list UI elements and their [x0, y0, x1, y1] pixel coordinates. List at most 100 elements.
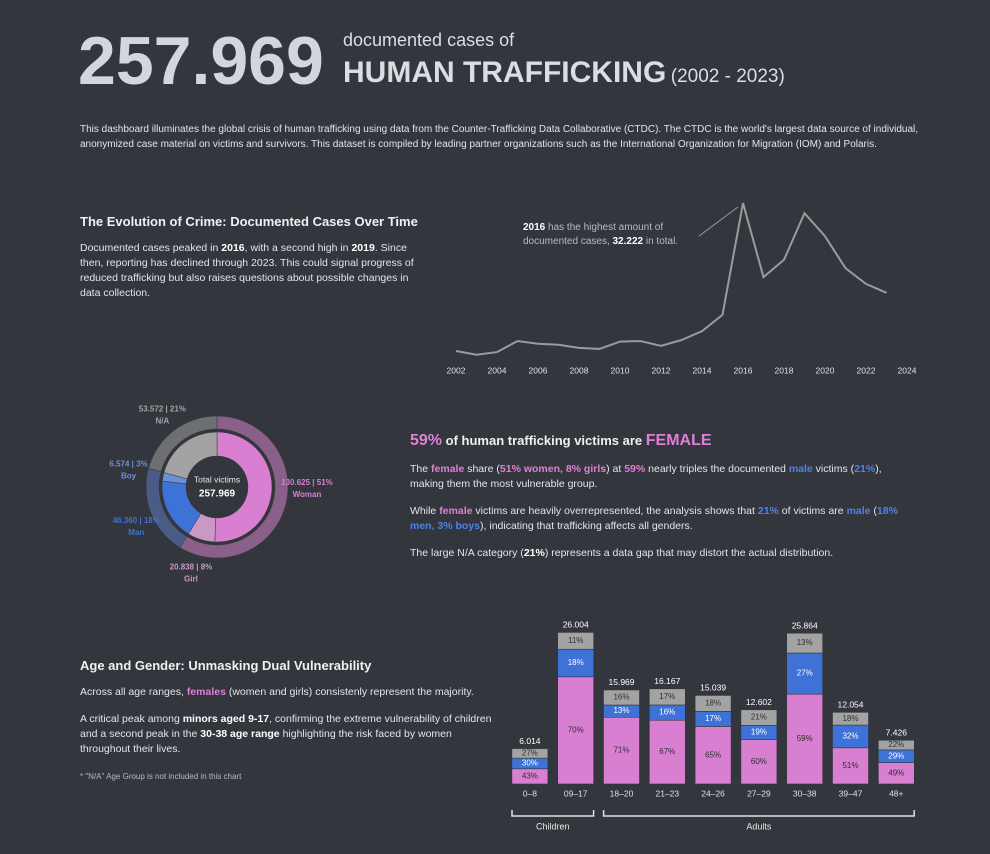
total-label: 15.969 — [609, 677, 635, 687]
outer-arc — [148, 415, 218, 473]
x-tick-label: 2010 — [611, 365, 630, 375]
x-tick-label: 2002 — [447, 365, 466, 375]
value-label: 130.625 | 51% — [281, 478, 333, 487]
segment-label: 49% — [888, 768, 904, 777]
segment-label: 18% — [842, 714, 858, 723]
section: 59% of human trafficking victims are FEM… — [410, 432, 915, 573]
text-run: victims are heavily overrepresented, the… — [472, 505, 758, 517]
category-label: Girl — [184, 574, 198, 583]
intro: This dashboard illuminates the global cr… — [80, 124, 919, 150]
paragraph: The large N/A category (21%) represents … — [410, 546, 915, 561]
total-label: 6.014 — [519, 736, 541, 746]
x-tick-label: 0–8 — [523, 788, 537, 798]
text-run: 21% — [854, 463, 876, 475]
x-tick-label: 2020 — [816, 365, 835, 375]
text-run: The large N/A category ( — [410, 547, 524, 559]
pre-title: documented cases of — [343, 30, 515, 50]
outer-arc — [179, 415, 289, 559]
text-run: Across all age ranges, — [80, 686, 187, 698]
title-line: HUMAN TRAFFICKING (2002 - 2023) — [343, 56, 785, 90]
segment-label: 30% — [522, 759, 538, 768]
text-run: of human trafficking victims are — [442, 433, 646, 448]
text-run: , confirming the extreme vulnerability o… — [80, 713, 492, 740]
text-run: 59% — [410, 432, 443, 449]
value-label: 53.572 | 21% — [139, 405, 186, 414]
text-run: 59% — [624, 463, 646, 475]
paragraph: The female share (51% women, 8% girls) a… — [410, 462, 915, 492]
period: (2002 - 2023) — [670, 66, 785, 87]
segment-label: 71% — [613, 746, 629, 755]
text-run: 21% — [523, 547, 545, 559]
text-run: victims ( — [812, 463, 855, 475]
segment-label: 27% — [522, 748, 538, 757]
footnote: * "N/A" Age Group is not included in thi… — [80, 772, 242, 781]
bar-segment — [877, 739, 915, 751]
bar-segment — [603, 716, 640, 785]
text-run: , with a second high in — [244, 242, 352, 254]
bar-segment — [786, 652, 824, 695]
text-run: 51% women, 8% girls — [499, 463, 607, 475]
segment-label: 13% — [797, 638, 813, 647]
bar-segment — [557, 648, 595, 678]
bar-segment — [694, 695, 732, 712]
bar-segment — [557, 632, 595, 650]
bar-segment — [786, 693, 824, 785]
group-bracket — [511, 810, 595, 817]
total-label: 7.426 — [886, 728, 908, 738]
text-run: ), making them the most vulnerable group… — [410, 463, 882, 490]
text-run: 2016 — [523, 222, 546, 233]
text-run: 32.222 — [612, 236, 644, 247]
text-run: male — [788, 463, 813, 475]
value-label: 46.360 | 18% — [113, 516, 160, 525]
x-tick-label: 39–47 — [839, 788, 863, 798]
segment-label: 60% — [751, 757, 767, 766]
segment-label: 27% — [797, 669, 813, 678]
total-label: 16.167 — [654, 676, 680, 686]
text-run: in total. — [643, 236, 679, 247]
text-run: female — [439, 505, 473, 517]
text-run: nearly triples the documented — [645, 463, 789, 475]
x-tick-label: 2008 — [570, 365, 589, 375]
segment-label: 18% — [705, 699, 721, 708]
center-value: 257.969 — [199, 489, 236, 500]
category-label: N/A — [155, 417, 169, 426]
bar-segment — [648, 688, 686, 706]
bar-segment — [648, 719, 686, 785]
text-run: FEMALE — [645, 432, 712, 449]
text-run: has the highest amount of documented cas… — [523, 222, 664, 247]
segment-label: 67% — [659, 747, 675, 756]
segment-label: 21% — [751, 713, 767, 722]
text-run: of victims are — [778, 505, 847, 517]
x-tick-label: 2018 — [775, 365, 794, 375]
donut-arc — [163, 431, 218, 480]
donut-arc — [214, 431, 273, 543]
text-run: Documented cases peaked in — [80, 242, 222, 254]
x-tick-label: 18–20 — [610, 788, 634, 798]
x-tick-label: 27–29 — [747, 788, 771, 798]
category-label: Woman — [293, 490, 322, 499]
paragraph: Across all age ranges, females (women an… — [80, 685, 500, 700]
text-run: 30-38 age range — [200, 728, 280, 740]
section: Age and Gender: Unmasking Dual Vulnerabi… — [80, 658, 500, 784]
paragraph: A critical peak among minors aged 9-17, … — [80, 712, 500, 757]
x-tick-label: 2024 — [898, 365, 917, 375]
bar-segment — [786, 632, 824, 654]
value-label: 6.574 | 3% — [109, 459, 147, 468]
segment-label: 11% — [568, 636, 583, 645]
text-run: ( — [870, 505, 877, 517]
text-run: 18% men, 3% boys — [410, 505, 898, 532]
x-tick-label: 2022 — [857, 365, 876, 375]
value-label: 20.838 | 8% — [170, 562, 213, 571]
x-tick-label: 24–26 — [701, 788, 725, 798]
text-run: 2019 — [351, 242, 375, 254]
bar-segment — [832, 712, 869, 726]
segment-label: 19% — [751, 728, 767, 737]
text-run: The — [410, 463, 432, 475]
total-label: 25.864 — [792, 620, 818, 630]
text-run: 21% — [757, 505, 779, 517]
text-run: . Since then, reporting has declined thr… — [80, 242, 414, 299]
bar-segment — [603, 689, 640, 706]
x-tick-label: 30–38 — [793, 788, 817, 798]
total-label: 12.602 — [746, 697, 772, 707]
